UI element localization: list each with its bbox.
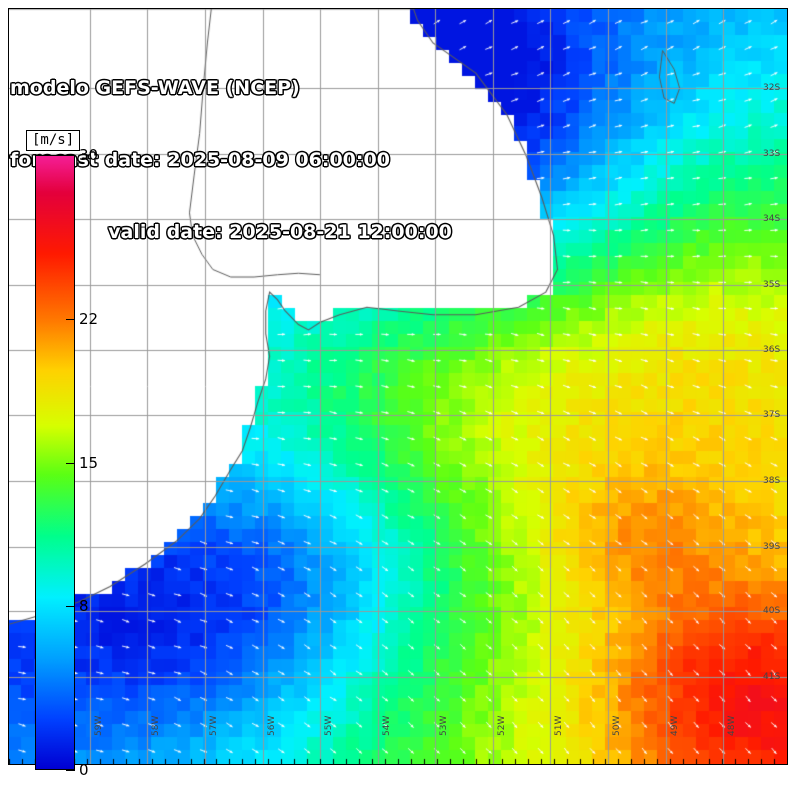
colorbar-tick-mark <box>66 462 75 464</box>
title-line-valid-date: valid date: 2025-08-21 12:00:00 <box>108 221 452 243</box>
latitude-label: 36S <box>763 345 781 356</box>
longitude-label: 58W <box>151 715 162 736</box>
longitude-label: 53W <box>439 715 450 736</box>
latitude-label: 32S <box>763 83 781 94</box>
latitude-label: 37S <box>763 410 781 421</box>
map-title: modelo GEFS-WAVE (NCEP) forecast date: 2… <box>10 28 550 292</box>
longitude-label: 54W <box>381 715 392 736</box>
longitude-label: 57W <box>209 715 220 736</box>
colorbar-tick-label: 22 <box>79 310 99 329</box>
colorbar-tick-label: 0 <box>79 761 89 779</box>
latlon-grid-layer <box>9 9 787 764</box>
map-plot-area[interactable] <box>8 8 788 765</box>
latitude-label: 33S <box>763 148 781 159</box>
longitude-label: 51W <box>554 715 565 736</box>
colorbar-tick-mark <box>66 605 75 607</box>
latitude-label: 38S <box>763 475 781 486</box>
title-line-model: modelo GEFS-WAVE (NCEP) <box>10 77 300 99</box>
latitude-label: 35S <box>763 279 781 290</box>
latitude-label: 34S <box>763 213 781 224</box>
longitude-label: 50W <box>612 715 623 736</box>
longitude-label: 56W <box>266 715 277 736</box>
colorbar-tick-label: 15 <box>79 453 99 472</box>
longitude-label: 55W <box>324 715 335 736</box>
longitude-label: 52W <box>496 715 507 736</box>
latitude-label: 39S <box>763 541 781 552</box>
longitude-label: 48W <box>727 715 738 736</box>
latitude-label: 41S <box>763 672 781 683</box>
longitude-label: 49W <box>669 715 680 736</box>
colorbar-units-label: [m/s] <box>26 130 81 151</box>
longitude-label: 59W <box>93 715 104 736</box>
colorbar-tick-mark <box>66 770 75 771</box>
latitude-label: 40S <box>763 606 781 617</box>
colorbar-tick-label: 8 <box>79 596 89 615</box>
colorbar-tick-mark <box>66 319 75 321</box>
colorbar-tick-mark <box>66 155 75 156</box>
colorbar-tick-label: 30 <box>79 146 99 164</box>
